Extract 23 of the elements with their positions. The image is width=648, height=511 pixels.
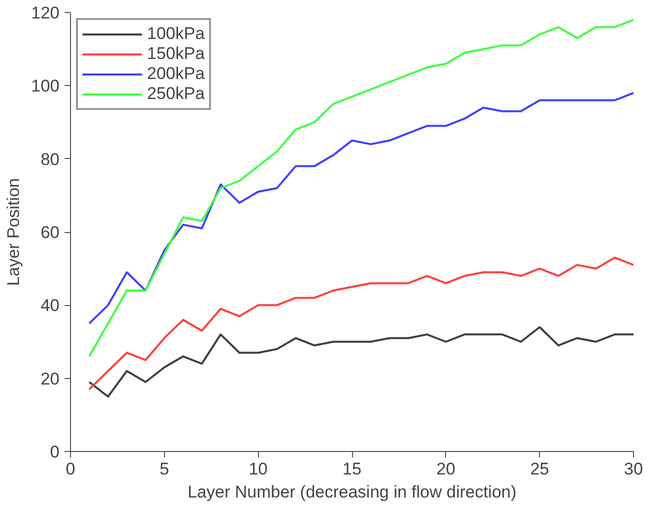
y-tick-label: 20	[40, 369, 60, 388]
legend-label: 200kPa	[147, 64, 205, 84]
y-tick-label: 80	[40, 150, 60, 169]
x-tick-label: 30	[624, 460, 643, 478]
y-tick-label: 0	[50, 442, 60, 462]
line-series	[88, 326, 634, 398]
legend-label: 250kPa	[147, 84, 205, 104]
y-tick-label: 60	[40, 223, 60, 242]
legend-label: 100kPa	[147, 24, 205, 44]
x-tick-label: 25	[530, 460, 550, 478]
y-tick-label: 40	[40, 296, 60, 316]
line-series	[88, 256, 634, 390]
x-axis-title: Layer Number (decreasing in flow direction)	[188, 482, 516, 502]
legend-label: 150kPa	[147, 44, 205, 64]
x-tick-label: 20	[436, 460, 456, 478]
x-tick-label: 15	[342, 460, 362, 478]
line-series	[88, 18, 634, 358]
y-tick-label: 100	[31, 76, 60, 96]
x-tick-label: 0	[66, 460, 76, 478]
x-tick-label: 10	[248, 460, 268, 478]
y-tick-label: 120	[31, 4, 60, 22]
x-tick-label: 5	[160, 460, 170, 478]
y-axis-title: Layer Position	[4, 178, 24, 286]
